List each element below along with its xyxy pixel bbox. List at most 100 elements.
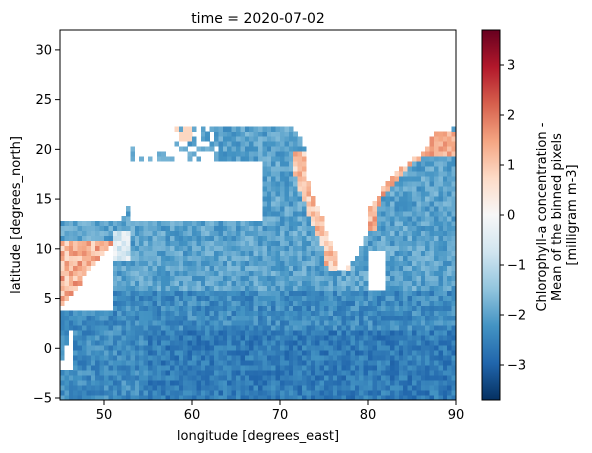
heatmap-cell bbox=[328, 301, 333, 306]
heatmap-cell bbox=[416, 171, 421, 176]
heatmap-cell bbox=[91, 355, 96, 360]
heatmap-cell bbox=[372, 335, 377, 340]
heatmap-cell bbox=[298, 256, 303, 261]
heatmap-cell bbox=[355, 315, 360, 320]
heatmap-cell bbox=[394, 365, 399, 370]
heatmap-cell bbox=[302, 216, 307, 221]
heatmap-cell bbox=[122, 310, 127, 315]
heatmap-cell bbox=[447, 330, 452, 335]
heatmap-cell bbox=[372, 241, 377, 246]
heatmap-cell bbox=[258, 350, 263, 355]
heatmap-cell bbox=[91, 315, 96, 320]
heatmap-cell bbox=[227, 156, 232, 161]
heatmap-cell bbox=[289, 291, 294, 296]
heatmap-cell bbox=[205, 390, 210, 395]
heatmap-cell bbox=[258, 390, 263, 395]
heatmap-cell bbox=[364, 310, 369, 315]
heatmap-cell bbox=[320, 261, 325, 266]
heatmap-cell bbox=[240, 380, 245, 385]
heatmap-cell bbox=[249, 325, 254, 330]
heatmap-cell bbox=[368, 206, 373, 211]
heatmap-cell bbox=[232, 335, 237, 340]
heatmap-cell bbox=[179, 126, 184, 131]
heatmap-cell bbox=[214, 236, 219, 241]
heatmap-cell bbox=[139, 156, 144, 161]
heatmap-cell bbox=[170, 345, 175, 350]
heatmap-cell bbox=[386, 385, 391, 390]
heatmap-cell bbox=[271, 340, 276, 345]
heatmap-cell bbox=[333, 286, 338, 291]
heatmap-cell bbox=[377, 236, 382, 241]
heatmap-cell bbox=[408, 206, 413, 211]
heatmap-cell bbox=[60, 236, 65, 241]
heatmap-cell bbox=[161, 310, 166, 315]
heatmap-cell bbox=[434, 306, 439, 311]
heatmap-cell bbox=[170, 251, 175, 256]
heatmap-cell bbox=[60, 221, 65, 226]
heatmap-cell bbox=[425, 206, 430, 211]
heatmap-cell bbox=[386, 181, 391, 186]
heatmap-cell bbox=[311, 315, 316, 320]
heatmap-cell bbox=[293, 281, 298, 286]
heatmap-cell bbox=[254, 360, 259, 365]
heatmap-cell bbox=[412, 211, 417, 216]
heatmap-cell bbox=[60, 281, 65, 286]
heatmap-cell bbox=[161, 380, 166, 385]
heatmap-cell bbox=[408, 266, 413, 271]
heatmap-cell bbox=[157, 390, 162, 395]
heatmap-cell bbox=[271, 156, 276, 161]
heatmap-cell bbox=[403, 206, 408, 211]
heatmap-cell bbox=[276, 375, 281, 380]
heatmap-cell bbox=[416, 231, 421, 236]
heatmap-cell bbox=[218, 231, 223, 236]
heatmap-cell bbox=[289, 196, 294, 201]
heatmap-cell bbox=[188, 360, 193, 365]
heatmap-cell bbox=[218, 151, 223, 156]
heatmap-cell bbox=[117, 231, 122, 236]
heatmap-cell bbox=[126, 271, 131, 276]
heatmap-cell bbox=[249, 310, 254, 315]
heatmap-cell bbox=[205, 281, 210, 286]
heatmap-cell bbox=[117, 375, 122, 380]
heatmap-cell bbox=[214, 291, 219, 296]
heatmap-cell bbox=[240, 370, 245, 375]
heatmap-cell bbox=[166, 355, 171, 360]
heatmap-cell bbox=[152, 266, 157, 271]
heatmap-cell bbox=[408, 216, 413, 221]
heatmap-cell bbox=[196, 345, 201, 350]
heatmap-cell bbox=[416, 375, 421, 380]
heatmap-cell bbox=[258, 380, 263, 385]
heatmap-cell bbox=[179, 241, 184, 246]
heatmap-cell bbox=[122, 271, 127, 276]
heatmap-cell bbox=[408, 171, 413, 176]
heatmap-cell bbox=[60, 315, 65, 320]
heatmap-cell bbox=[126, 310, 131, 315]
heatmap-cell bbox=[284, 176, 289, 181]
heatmap-cell bbox=[122, 226, 127, 231]
heatmap-cell bbox=[166, 261, 171, 266]
heatmap-cell bbox=[135, 296, 140, 301]
heatmap-cell bbox=[262, 360, 267, 365]
heatmap-cell bbox=[214, 286, 219, 291]
heatmap-cell bbox=[126, 301, 131, 306]
heatmap-cell bbox=[271, 345, 276, 350]
heatmap-cell bbox=[183, 390, 188, 395]
heatmap-cell bbox=[280, 216, 285, 221]
heatmap-cell bbox=[434, 236, 439, 241]
heatmap-cell bbox=[412, 226, 417, 231]
heatmap-cell bbox=[443, 271, 448, 276]
heatmap-cell bbox=[113, 261, 118, 266]
heatmap-cell bbox=[328, 380, 333, 385]
heatmap-cell bbox=[421, 325, 426, 330]
heatmap-cell bbox=[425, 226, 430, 231]
heatmap-cell bbox=[293, 166, 298, 171]
heatmap-cell bbox=[390, 206, 395, 211]
heatmap-cell bbox=[425, 181, 430, 186]
heatmap-cell bbox=[122, 335, 127, 340]
heatmap-cell bbox=[82, 385, 87, 390]
heatmap-cell bbox=[91, 345, 96, 350]
heatmap-cell bbox=[205, 335, 210, 340]
heatmap-cell bbox=[425, 166, 430, 171]
heatmap-cell bbox=[394, 256, 399, 261]
heatmap-cell bbox=[412, 355, 417, 360]
